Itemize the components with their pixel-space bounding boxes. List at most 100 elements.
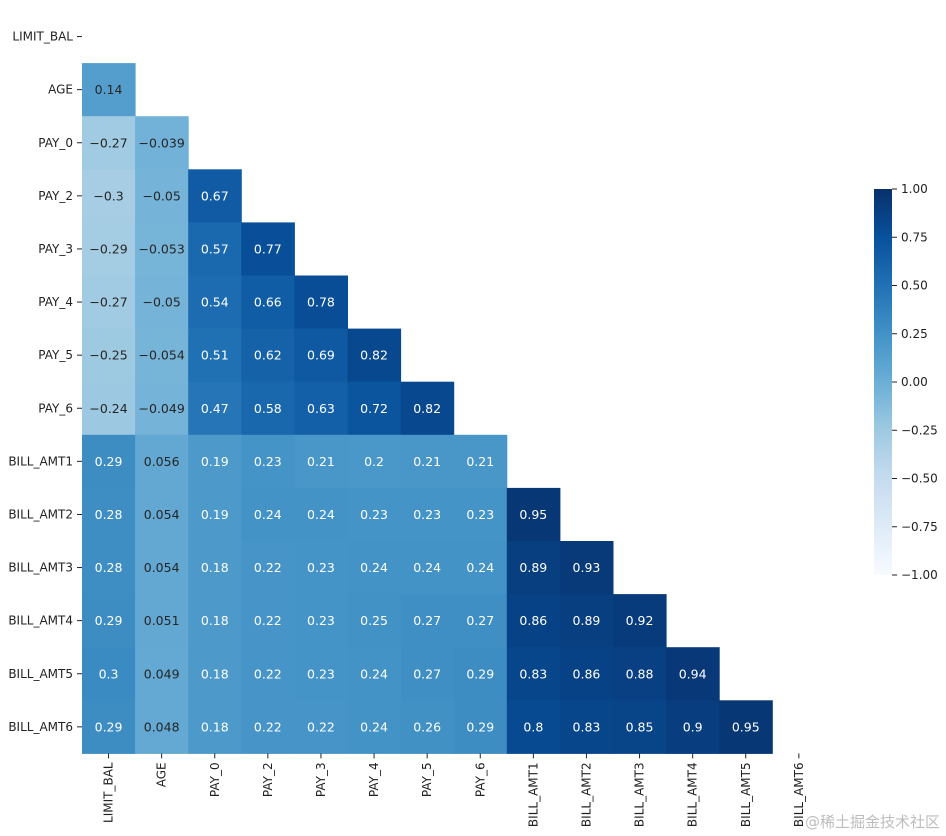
cell-value-label: 0.89 [519, 560, 547, 575]
heatmap-cell [135, 381, 189, 436]
cell-value-label: 0.24 [413, 560, 441, 575]
cell-value-label: 0.72 [360, 401, 388, 416]
cell-value-label: 0.18 [201, 666, 229, 681]
cell-value-label: 0.23 [254, 454, 282, 469]
heatmap-cell [82, 328, 136, 383]
cell-value-label: 0.27 [466, 613, 494, 628]
heatmap-cell [453, 434, 508, 489]
cell-value-label: −0.039 [139, 135, 185, 150]
heatmap-cell [188, 434, 242, 489]
cell-value-label: 0.23 [466, 507, 494, 522]
cell-value-label: 0.29 [466, 666, 494, 681]
heatmap-cell [241, 434, 295, 489]
heatmap-cell [347, 487, 402, 542]
cell-value-label: 0.14 [95, 82, 123, 97]
cell-value-label: 0.18 [201, 560, 229, 575]
cell-value-label: 0.83 [519, 666, 547, 681]
cell-value-label: 0.22 [254, 719, 282, 734]
heatmap-cell [506, 487, 561, 542]
x-tick-label: BILL_AMT5 [739, 762, 753, 827]
x-tick-label: BILL_AMT4 [686, 762, 700, 827]
cell-value-label: 0.26 [413, 719, 441, 734]
heatmap-cell [559, 647, 614, 701]
colorbar-tick-label: −0.25 [901, 423, 938, 437]
colorbar-tick-label: 0.25 [901, 327, 928, 341]
y-tick-label: BILL_AMT2 [8, 507, 73, 521]
cell-value-label: 0.21 [413, 454, 441, 469]
heatmap-cell [188, 487, 242, 542]
cell-value-label: 0.22 [254, 560, 282, 575]
cell-value-label: 0.82 [413, 401, 441, 416]
cell-value-label: 0.69 [307, 348, 335, 363]
heatmap-cell [82, 541, 136, 595]
cell-value-label: 0.24 [360, 719, 388, 734]
heatmap-cell [188, 381, 242, 436]
heatmap-cell [294, 328, 348, 383]
heatmap-cells: 0.14 −0.27 −0.039 −0.3 −0.05 0.67 −0.29 −0.053 0… [82, 63, 773, 754]
cell-value-label: −0.3 [93, 188, 123, 203]
heatmap-cell [347, 434, 402, 489]
cell-value-label: −0.05 [142, 295, 180, 310]
cell-value-label: 0.21 [466, 454, 494, 469]
cell-value-label: 0.77 [254, 241, 282, 256]
heatmap-cell [400, 434, 455, 489]
cell-value-label: 0.054 [144, 560, 180, 575]
cell-value-label: 0.93 [573, 560, 601, 575]
heatmap-cell [294, 700, 348, 754]
heatmap-cell [559, 594, 614, 648]
heatmap-cell [453, 594, 508, 648]
heatmap-cell [347, 700, 402, 754]
cell-value-label: 0.63 [307, 401, 335, 416]
heatmap-cell [241, 647, 295, 701]
heatmap-cell [82, 116, 136, 170]
x-tick-label: PAY_3 [314, 762, 328, 797]
colorbar-tick-label: −0.75 [901, 520, 938, 534]
heatmap-cell [188, 594, 242, 648]
heatmap-cell [135, 700, 189, 754]
y-tick-label: AGE [48, 83, 73, 97]
cell-value-label: 0.24 [254, 507, 282, 522]
heatmap-cell [188, 328, 242, 383]
heatmap-cell [294, 487, 348, 542]
x-tick-label: AGE [155, 762, 169, 787]
heatmap-cell [241, 222, 295, 276]
heatmap-cell [400, 647, 455, 701]
heatmap-cell [241, 594, 295, 648]
cell-value-label: 0.28 [95, 507, 123, 522]
cell-value-label: 0.049 [144, 666, 180, 681]
cell-value-label: 0.051 [144, 613, 180, 628]
heatmap-cell [82, 63, 136, 117]
cell-value-label: 0.54 [201, 295, 229, 310]
cell-value-label: 0.51 [201, 348, 229, 363]
heatmap-cell [188, 700, 242, 754]
heatmap-cell [82, 487, 136, 542]
cell-value-label: 0.47 [201, 401, 229, 416]
y-tick-label: BILL_AMT5 [8, 667, 73, 681]
heatmap-cell [453, 541, 508, 595]
heatmap-cell [613, 700, 667, 754]
x-tick-label: BILL_AMT2 [579, 762, 593, 827]
x-tick-label: BILL_AMT3 [633, 762, 647, 827]
heatmap-cell [453, 700, 508, 754]
colorbar-gradient [874, 189, 892, 575]
cell-value-label: 0.23 [413, 507, 441, 522]
y-tick-label: BILL_AMT4 [8, 614, 73, 628]
heatmap-cell [241, 700, 295, 754]
heatmap-cell [82, 169, 136, 223]
cell-value-label: 0.62 [254, 348, 282, 363]
heatmap-cell [82, 594, 136, 648]
y-tick-label: BILL_AMT3 [8, 561, 73, 575]
cell-value-label: 0.19 [201, 454, 229, 469]
heatmap-cell [241, 275, 295, 330]
heatmap-cell [135, 487, 189, 542]
cell-value-label: 0.27 [413, 666, 441, 681]
cell-value-label: 0.85 [626, 719, 654, 734]
heatmap-cell [506, 647, 561, 701]
x-tick-label: PAY_6 [473, 762, 487, 797]
heatmap-cell [400, 381, 455, 436]
heatmap-cell [400, 541, 455, 595]
y-tick-label: PAY_3 [38, 242, 73, 256]
heatmap-cell [453, 487, 508, 542]
heatmap-cell [135, 275, 189, 330]
